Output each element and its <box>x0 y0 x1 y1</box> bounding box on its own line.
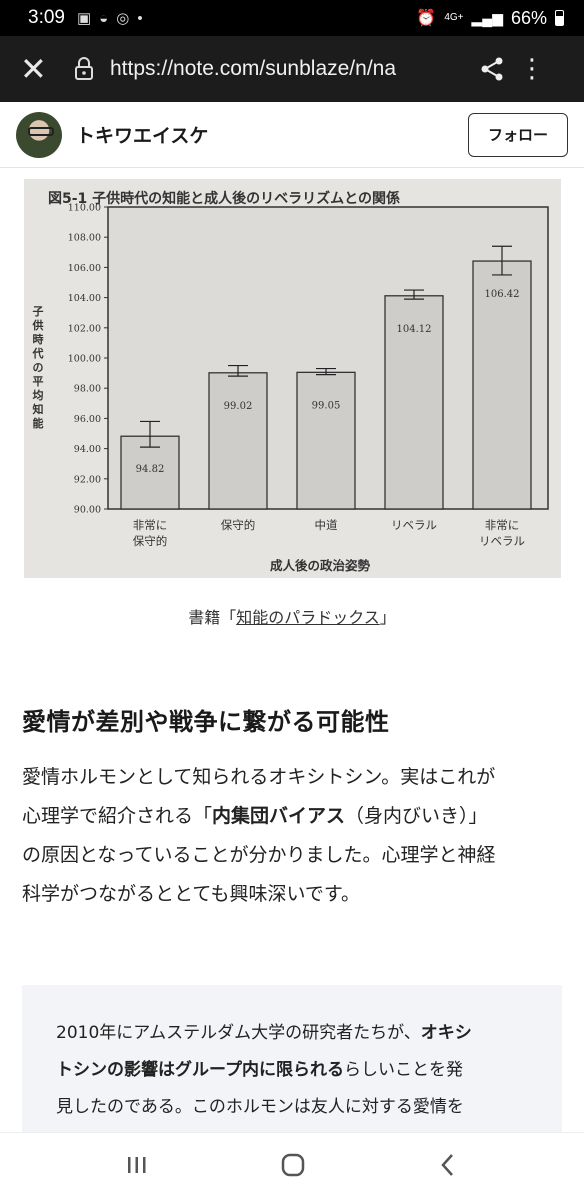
book-link[interactable]: 知能のパラドックス <box>236 608 380 627</box>
system-nav-bar <box>0 1132 584 1200</box>
y-axis-label-char: 能 <box>33 416 44 430</box>
y-axis-label-char: の <box>33 361 44 374</box>
article-paragraph: 愛情ホルモンとして知られるオキシトシン。実はこれが 心理学で紹介される「内集団バ… <box>22 758 567 914</box>
para-line-2: 心理学で紹介される「内集団バイアス（身内びいき）」 <box>22 797 567 836</box>
quote-bold: トシンの影響はグループ内に限られる <box>56 1060 344 1080</box>
battery-level: 66% <box>510 7 547 28</box>
y-tick-label: 96.00 <box>74 414 101 425</box>
data-label: 99.05 <box>312 400 341 411</box>
close-tab-icon[interactable]: ✕ <box>20 50 47 88</box>
y-tick-label: 94.00 <box>74 444 101 455</box>
y-tick-label: 102.00 <box>68 323 101 334</box>
quote-line-2: トシンの影響はグループ内に限られるらしいことを発 <box>56 1052 538 1089</box>
bar <box>384 295 444 510</box>
author-name[interactable]: トキワエイスケ <box>76 125 209 147</box>
y-axis-label-char: 知 <box>32 402 44 416</box>
y-axis-label-char: 供 <box>32 318 44 332</box>
x-tick-label: 保守的 <box>221 518 256 532</box>
y-tick-label: 98.00 <box>74 384 101 395</box>
para-text: （身内びいき）」 <box>345 805 488 827</box>
status-time: 3:09 <box>28 7 65 28</box>
x-tick-label: 非常に <box>133 518 168 532</box>
alarm-icon: ⏰ <box>416 10 437 27</box>
more-menu-icon[interactable]: ⋮ <box>519 54 545 84</box>
more-notifications-icon: • <box>137 9 143 27</box>
y-axis-label-char: 時 <box>33 332 44 346</box>
y-axis-label-char: 平 <box>33 375 44 388</box>
quote-line-3: 見したのである。このホルモンは友人に対する愛情を <box>56 1097 464 1117</box>
data-label: 94.82 <box>136 464 165 475</box>
follow-button[interactable]: フォロー <box>468 112 568 157</box>
bar <box>296 371 356 510</box>
caption-prefix: 書籍「 <box>188 608 237 627</box>
para-bold: 内集団バイアス <box>212 805 346 827</box>
y-tick-label: 108.00 <box>68 233 101 244</box>
quote-text: らしいことを発 <box>343 1060 463 1080</box>
lock-icon[interactable] <box>74 57 110 81</box>
y-axis-label-char: 代 <box>32 346 44 360</box>
bar <box>472 260 532 510</box>
data-label: 99.02 <box>224 401 253 412</box>
y-axis-label-char: 均 <box>33 388 44 402</box>
network-type: 4G+ <box>444 12 464 23</box>
y-tick-label: 104.00 <box>68 293 101 304</box>
quote-bold: オキシ <box>420 1023 472 1043</box>
share-icon[interactable] <box>472 56 512 82</box>
caption-suffix: 」 <box>379 608 396 627</box>
bar <box>120 435 180 510</box>
chart-figure[interactable]: 図5-1 子供時代の知能と成人後のリベラリズムとの関係 90.00 92.00 94… <box>24 179 561 578</box>
url-field[interactable]: https://note.com/sunblaze/n/na <box>110 57 397 80</box>
x-tick-label: リベラル <box>479 534 525 548</box>
data-label: 106.42 <box>485 289 520 300</box>
para-line-1: 愛情ホルモンとして知られるオキシトシン。実はこれが <box>22 766 496 788</box>
x-tick-label: 非常に <box>485 518 520 532</box>
status-bar: 3:09 ▣ ◒ ◎ • ⏰ 4G+ ▂▄▆ 66% <box>0 0 584 36</box>
y-tick-label: 92.00 <box>74 474 101 485</box>
y-axis-label-char: 子 <box>33 305 44 318</box>
gallery-notification-icon: ▣ <box>76 10 92 27</box>
quote-text: 2010年にアムステルダム大学の研究者たちが、 <box>56 1023 421 1043</box>
para-text: 心理学で紹介される「 <box>22 805 213 827</box>
data-label: 104.12 <box>397 324 432 335</box>
browser-toolbar: ✕ https://note.com/sunblaze/n/na ⋮ <box>0 36 584 102</box>
chart-title: 図5-1 子供時代の知能と成人後のリベラリズムとの関係 <box>48 190 400 207</box>
app-notification-icon: ◒ <box>99 9 109 27</box>
back-icon[interactable] <box>437 1152 459 1182</box>
avatar[interactable] <box>16 111 62 158</box>
x-tick-label: 保守的 <box>133 534 168 548</box>
instagram-notification-icon: ◎ <box>116 10 130 27</box>
quote-line-1: 2010年にアムステルダム大学の研究者たちが、オキシ <box>56 1015 538 1052</box>
figure-caption: 書籍「知能のパラドックス」 <box>0 604 584 628</box>
para-line-3: の原因となっていることが分かりました。心理学と神経 <box>22 844 496 866</box>
battery-icon <box>555 10 564 26</box>
y-tick-label: 100.00 <box>68 354 101 365</box>
para-line-4: 科学がつながるととても興味深いです。 <box>22 883 361 905</box>
y-tick-label: 106.00 <box>68 263 101 274</box>
x-tick-label: リベラル <box>391 518 437 532</box>
recent-apps-icon[interactable] <box>125 1153 149 1181</box>
section-heading: 愛情が差別や戦争に繋がる可能性 <box>22 708 390 736</box>
bar <box>208 372 268 510</box>
home-icon[interactable] <box>280 1152 306 1182</box>
y-tick-label: 90.00 <box>74 505 101 516</box>
bar-chart: 図5-1 子供時代の知能と成人後のリベラリズムとの関係 90.00 92.00 94… <box>32 190 549 573</box>
x-axis-label: 成人後の政治姿勢 <box>270 558 371 573</box>
y-tick-label: 110.00 <box>68 203 101 214</box>
author-header: トキワエイスケ フォロー <box>0 102 584 168</box>
blockquote: 2010年にアムステルダム大学の研究者たちが、オキシ トシンの影響はグループ内に… <box>22 985 562 1145</box>
x-tick-label: 中道 <box>315 518 338 532</box>
signal-icon: ▂▄▆ <box>471 9 503 26</box>
